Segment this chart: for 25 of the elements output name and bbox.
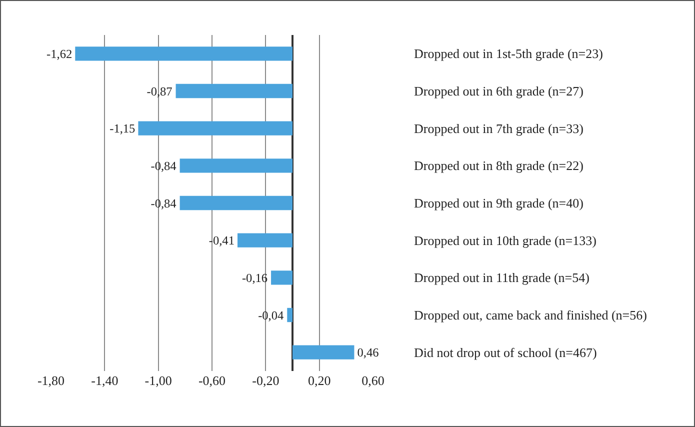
y-tick-label: Did not drop out of school (n=467) <box>414 344 597 360</box>
x-tick-label: 0,20 <box>308 373 331 388</box>
data-label: -0,84 <box>150 196 176 210</box>
y-tick-label: Dropped out in 7th grade (n=33) <box>414 120 584 136</box>
data-label: -0,04 <box>258 308 284 322</box>
y-tick-label: Dropped out in 6th grade (n=27) <box>414 84 584 99</box>
x-tick-label: -1,80 <box>37 373 65 388</box>
x-tick-label: 0,60 <box>362 373 384 388</box>
y-tick-label: Dropped out in 10th grade (n=133) <box>414 232 596 248</box>
data-label: -0,16 <box>242 270 268 285</box>
x-tick-label: -1,40 <box>91 373 118 388</box>
y-tick-label: Dropped out in 1st-5th grade (n=23) <box>414 46 603 62</box>
x-tick-label: -1,00 <box>144 373 172 388</box>
y-tick-label: Dropped out in 11th grade (n=54) <box>414 270 590 286</box>
data-label: 0,46 <box>357 346 379 360</box>
y-tick-label: Dropped out in 9th grade (n=40) <box>414 196 584 211</box>
y-tick-label: Dropped out, came back and finished (n=56) <box>414 308 647 323</box>
data-label: -1,15 <box>110 122 136 136</box>
y-tick-label: Dropped out in 8th grade (n=22) <box>414 158 584 174</box>
x-tick-label: -0,20 <box>252 373 280 388</box>
data-label: -0,84 <box>150 158 176 173</box>
data-label: -0,87 <box>146 84 172 98</box>
data-label: -1,62 <box>46 46 72 61</box>
data-label: -0,41 <box>208 234 234 248</box>
x-tick-label: -0,60 <box>198 373 226 388</box>
